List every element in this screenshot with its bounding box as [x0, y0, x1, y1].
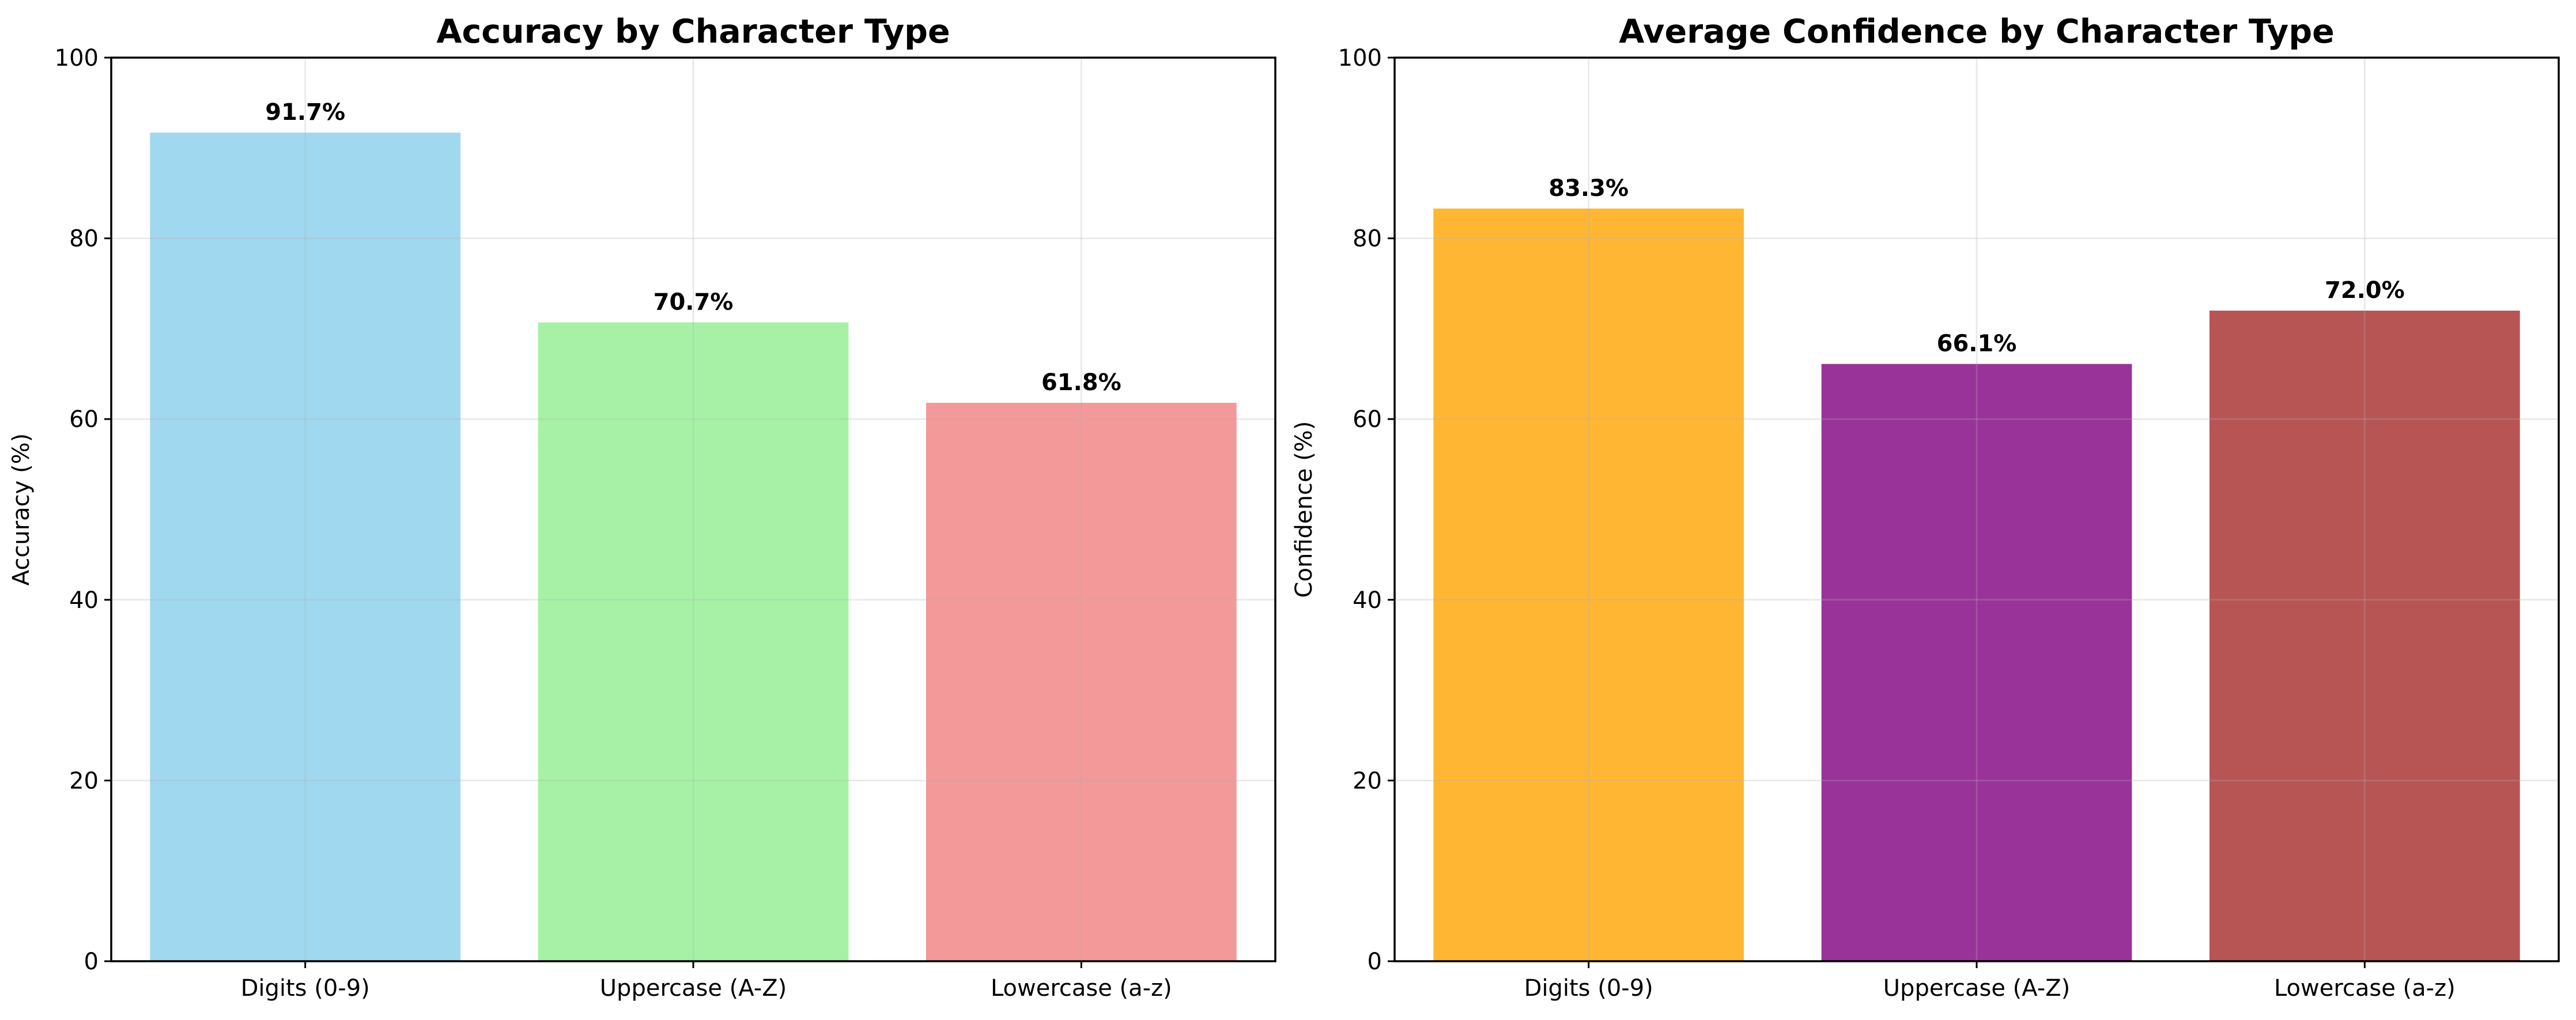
confidence-bar-3	[2209, 311, 2520, 961]
accuracy-xtick-label: Lowercase (a-z)	[991, 975, 1172, 1002]
confidence-ytick-label: 100	[1338, 45, 1382, 71]
confidence-value-label: 66.1%	[1937, 331, 2017, 357]
accuracy-bar-3	[926, 402, 1237, 961]
accuracy-chart-panel: 0 20 40 60 80 100 Digits (0-9) Uppercase (A-Z) L…	[8, 13, 1276, 1002]
confidence-chart-title: Average Confidence by Character Type	[1619, 13, 2335, 51]
accuracy-ytick-label: 80	[69, 226, 99, 252]
confidence-ytick-label: 40	[1353, 587, 1382, 614]
accuracy-value-label: 61.8%	[1041, 369, 1121, 396]
confidence-y-axis-label: Confidence (%)	[1291, 421, 1317, 598]
confidence-chart-panel: 0 20 40 60 80 100 Digits (0-9) Uppercase (A-Z) L…	[1291, 13, 2560, 1002]
accuracy-ytick-label: 40	[69, 587, 99, 614]
confidence-bar-1	[1433, 208, 1744, 962]
confidence-bar-2	[1821, 364, 2132, 961]
accuracy-ytick-label: 0	[84, 949, 99, 975]
confidence-value-label: 83.3%	[1548, 175, 1629, 202]
accuracy-bar-1	[150, 133, 460, 961]
accuracy-chart-title: Accuracy by Character Type	[436, 13, 950, 51]
confidence-ytick-label: 80	[1353, 226, 1382, 252]
confidence-ytick-label: 60	[1353, 406, 1382, 433]
accuracy-ytick-label: 100	[55, 45, 99, 71]
confidence-xtick-label: Uppercase (A-Z)	[1883, 975, 2070, 1002]
accuracy-bar-2	[538, 322, 849, 961]
accuracy-value-label: 91.7%	[265, 99, 345, 126]
accuracy-value-label: 70.7%	[654, 289, 734, 315]
accuracy-ytick-label: 60	[69, 406, 99, 433]
accuracy-xtick-label: Digits (0-9)	[241, 975, 370, 1002]
accuracy-xtick-label: Uppercase (A-Z)	[600, 975, 787, 1002]
accuracy-ytick-label: 20	[69, 768, 99, 794]
accuracy-y-axis-label: Accuracy (%)	[8, 433, 35, 586]
confidence-value-label: 72.0%	[2325, 277, 2405, 304]
confidence-xtick-label: Lowercase (a-z)	[2274, 975, 2456, 1002]
confidence-xtick-label: Digits (0-9)	[1524, 975, 1653, 1002]
confidence-ytick-label: 20	[1353, 768, 1382, 794]
confidence-ytick-label: 0	[1368, 949, 1382, 975]
